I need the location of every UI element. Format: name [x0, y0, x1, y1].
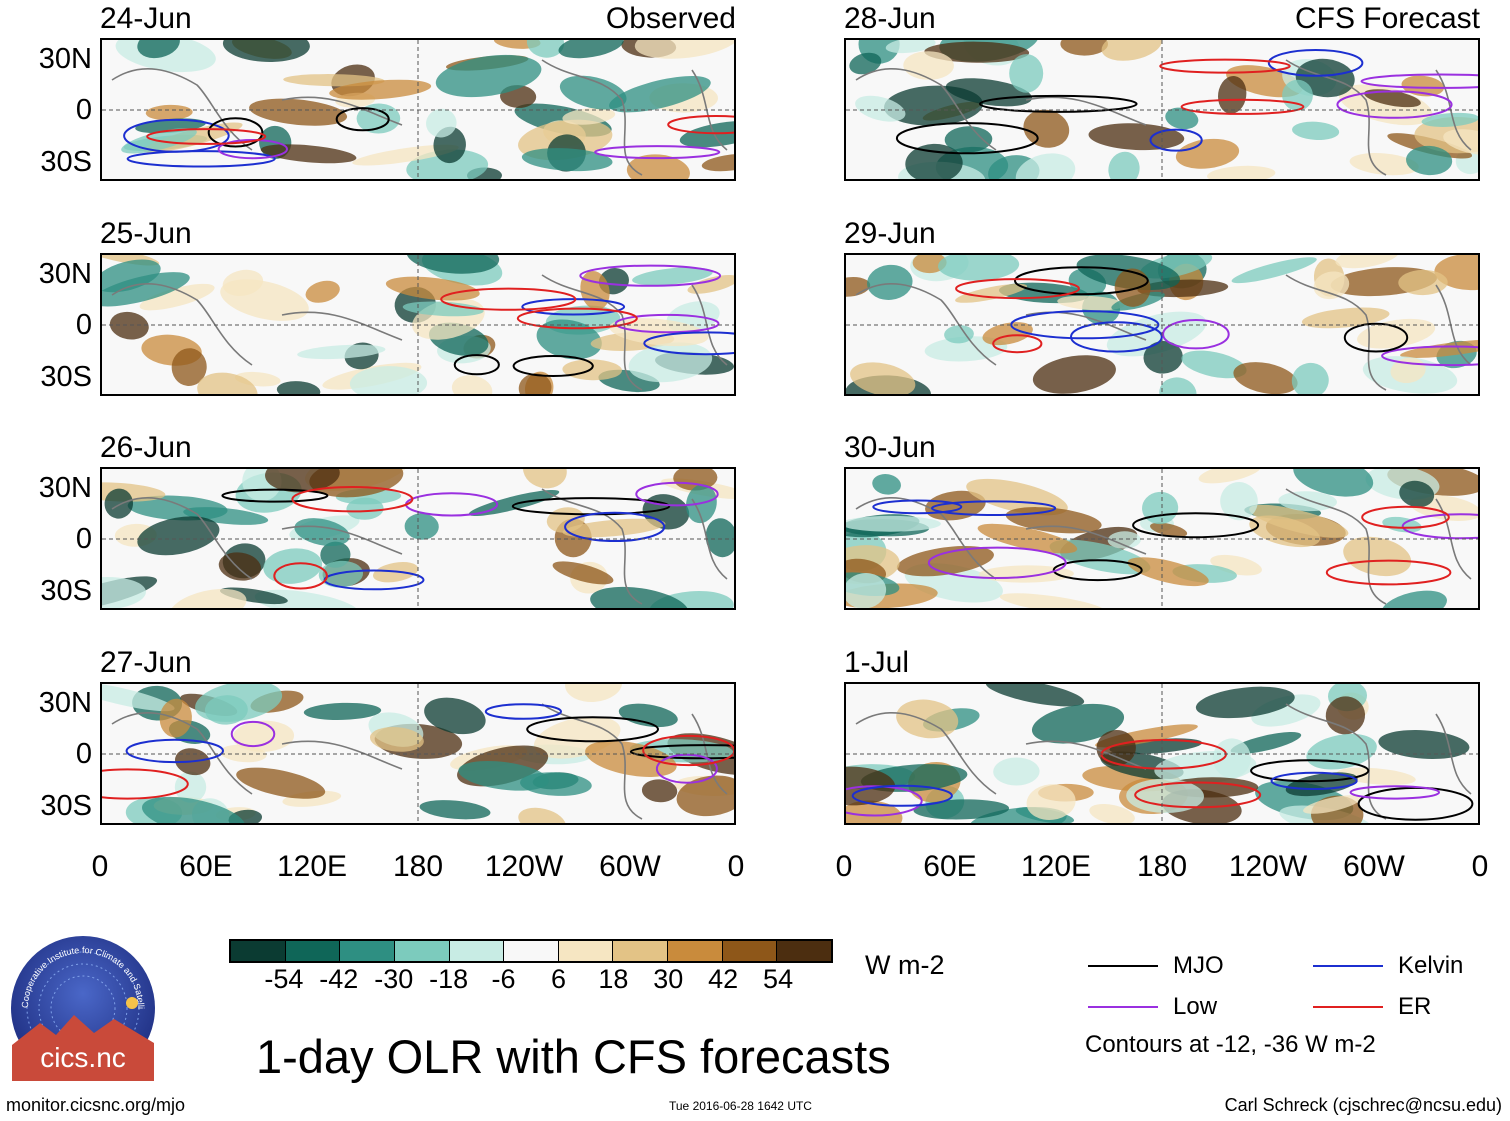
olr-map-panel	[844, 467, 1480, 610]
lat-tick-label: 30N	[38, 472, 92, 504]
panel-date: 28-Jun	[844, 2, 936, 35]
chart-title: 1-day OLR with CFS forecasts	[256, 1030, 891, 1083]
colorbar-swatch	[777, 941, 832, 961]
colorbar-tick-label: 54	[763, 964, 794, 994]
lon-tick-label: 60W	[1343, 850, 1405, 883]
colorbar-swatch	[668, 941, 723, 961]
olr-map-panel	[844, 38, 1480, 181]
legend-line-er	[1313, 1006, 1383, 1008]
lon-tick-label: 180	[1136, 850, 1188, 883]
legend-line-low	[1088, 1006, 1158, 1008]
lat-tick-label: 30N	[38, 258, 92, 290]
olr-map-panel	[100, 682, 736, 825]
lon-tick-label: 60E	[923, 850, 977, 883]
lon-tick-label: 60W	[599, 850, 661, 883]
panel-date: 25-Jun	[100, 217, 192, 250]
colorbar-swatch	[394, 941, 450, 961]
lat-tick-label: 0	[75, 94, 92, 126]
colorbar-tick-label: -54	[264, 964, 304, 994]
lat-tick-label: 30S	[40, 146, 92, 178]
panel-label: Observed	[605, 2, 736, 35]
panel-date: 30-Jun	[844, 431, 936, 464]
logo-text: cics.nc	[40, 1042, 126, 1073]
panel-date: 29-Jun	[844, 217, 936, 250]
colorbar-swatch	[558, 941, 614, 961]
panel-label: CFS Forecast	[1294, 2, 1480, 35]
legend-line-mjo	[1088, 965, 1158, 967]
colorbar-tick-label: 42	[708, 964, 739, 994]
colorbar	[229, 939, 833, 963]
lon-tick-label: 120W	[1228, 850, 1308, 883]
colorbar-swatch	[504, 941, 559, 961]
colorbar-tick-label: -30	[374, 964, 414, 994]
lon-tick-label: 0	[727, 850, 745, 883]
colorbar-tick-label: 30	[653, 964, 684, 994]
colorbar-swatch	[231, 941, 286, 961]
lat-tick-label: 30S	[40, 790, 92, 822]
lon-tick-label: 120E	[276, 850, 348, 883]
lon-tick-label: 0	[1471, 850, 1489, 883]
lon-tick-label: 180	[392, 850, 444, 883]
lon-tick-label: 60E	[179, 850, 233, 883]
lat-tick-label: 0	[75, 738, 92, 770]
panel-date: 27-Jun	[100, 646, 192, 679]
olr-map-panel	[100, 38, 736, 181]
colorbar-units: W m-2	[865, 950, 945, 980]
footer-timestamp: Tue 2016-06-28 1642 UTC	[669, 1099, 812, 1113]
olr-map-panel	[844, 682, 1480, 825]
colorbar-tick-label: 18	[598, 964, 629, 994]
colorbar-tick-label: -18	[429, 964, 469, 994]
legend-label-low: Low	[1173, 993, 1218, 1020]
olr-map-panel	[844, 253, 1480, 396]
lat-tick-label: 30S	[40, 361, 92, 393]
colorbar-tick-label: -6	[491, 964, 516, 994]
colorbar-swatch	[340, 941, 395, 961]
lat-tick-label: 0	[75, 309, 92, 341]
panel-date: 26-Jun	[100, 431, 192, 464]
lon-tick-label: 120E	[1020, 850, 1092, 883]
panel-date: 1-Jul	[844, 646, 910, 679]
colorbar-tick-label: -42	[319, 964, 359, 994]
lon-tick-label: 0	[835, 850, 853, 883]
legend-label-kelvin: Kelvin	[1398, 952, 1464, 979]
lon-tick-label: 120W	[484, 850, 564, 883]
lat-tick-label: 30S	[40, 575, 92, 607]
olr-map-panel	[100, 467, 736, 610]
colorbar-swatch	[722, 941, 778, 961]
colorbar-tick-label: 6	[550, 964, 566, 994]
legend-line-kelvin	[1313, 965, 1383, 967]
footer-url[interactable]: monitor.cicsnc.org/mjo	[6, 1095, 186, 1115]
footer-credit: Carl Schreck (cjschrec@ncsu.edu)	[1224, 1095, 1502, 1115]
colorbar-swatch	[449, 941, 505, 961]
legend-label-er: ER	[1398, 993, 1432, 1020]
panel-date: 24-Jun	[100, 2, 192, 35]
legend-note: Contours at -12, -36 W m-2	[1085, 1031, 1376, 1058]
lat-tick-label: 30N	[38, 43, 92, 75]
colorbar-swatch	[285, 941, 341, 961]
colorbar-swatch	[613, 941, 669, 961]
lat-tick-label: 0	[75, 523, 92, 555]
legend-label-mjo: MJO	[1173, 952, 1224, 979]
olr-map-panel	[100, 253, 736, 396]
lon-tick-label: 0	[91, 850, 109, 883]
lat-tick-label: 30N	[38, 687, 92, 719]
cics-logo: Cooperative Institute for Climate and Sa…	[7, 927, 156, 1081]
